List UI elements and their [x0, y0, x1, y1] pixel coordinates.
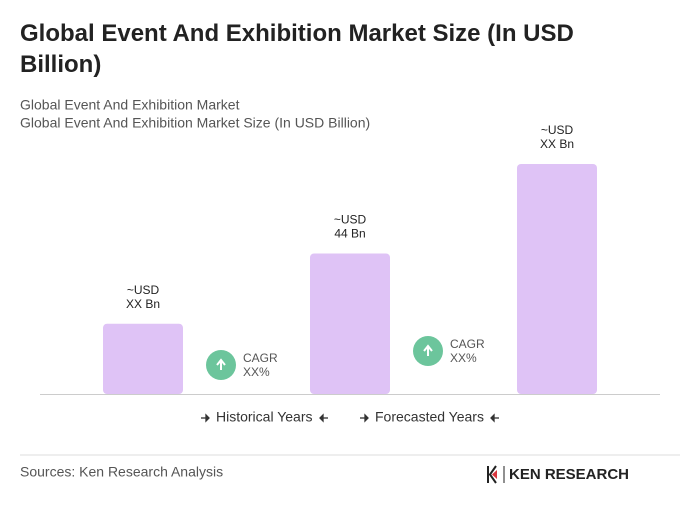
logo: KEN RESEARCH — [509, 466, 629, 483]
subtitle: Global Event And Exhibition Market Size … — [20, 115, 370, 131]
value-label: XX Bn — [126, 297, 160, 311]
logo-mark — [492, 470, 497, 479]
value-label: XX Bn — [540, 137, 574, 151]
value-label: ~USD — [334, 213, 367, 227]
cagr-arrow — [216, 358, 226, 370]
cagr-label: CAGR — [243, 351, 278, 365]
logo-icon — [487, 465, 505, 484]
legend-label: Forecasted Years — [375, 409, 484, 425]
value-label: ~USD — [127, 283, 160, 297]
cagr-arrow — [423, 344, 433, 356]
value-label: ~USD — [541, 123, 574, 137]
subtitle: Global Event And Exhibition Market — [20, 97, 240, 113]
value-label: 44 Bn — [334, 227, 365, 241]
bar — [517, 164, 597, 394]
source: Sources: Ken Research Analysis — [20, 464, 223, 480]
cagr-label: XX% — [450, 351, 477, 365]
cagr-label: XX% — [243, 365, 270, 379]
bar — [103, 323, 183, 394]
cagr-label: CAGR — [450, 337, 485, 351]
chart-title: Global Event And Exhibition Market Size … — [20, 20, 574, 78]
legend-arrows — [201, 413, 499, 423]
legend-label: Historical Years — [216, 409, 313, 425]
bar — [310, 253, 390, 394]
